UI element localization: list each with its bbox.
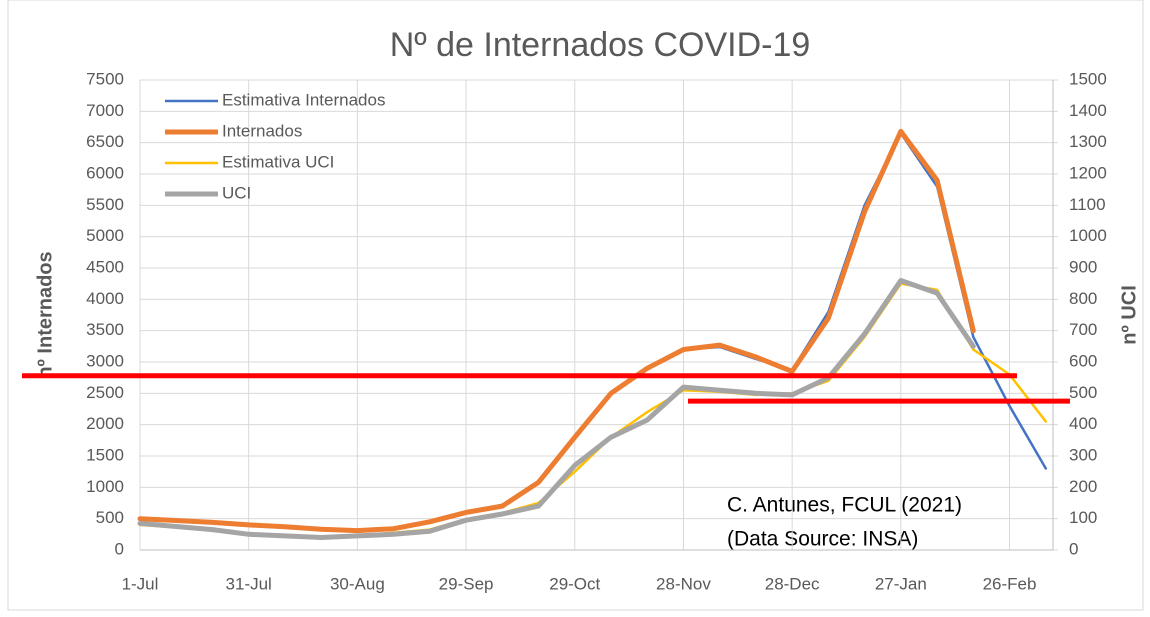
y2-tick-label: 1100 (1069, 195, 1106, 214)
y-tick-label: 3500 (86, 320, 124, 339)
y2-axis-title: nº UCI (1118, 285, 1140, 345)
x-tick-label: 30-Aug (330, 574, 385, 593)
legend-label: UCI (222, 183, 251, 202)
annotation: (Data Source: INSA) (727, 528, 918, 551)
y-tick-label: 2000 (86, 414, 124, 433)
y2-tick-label: 200 (1069, 477, 1097, 496)
legend-label: Internados (222, 121, 302, 140)
legend-label: Estimativa UCI (222, 152, 334, 171)
y-tick-label: 0 (115, 539, 124, 558)
y-tick-label: 2500 (86, 383, 124, 402)
y-tick-label: 7500 (86, 69, 124, 88)
y2-tick-label: 600 (1069, 351, 1097, 370)
y2-tick-label: 0 (1069, 539, 1078, 558)
y-tick-label: 6000 (86, 163, 124, 182)
x-tick-label: 29-Sep (439, 574, 494, 593)
legend-label: Estimativa Internados (222, 90, 385, 109)
y-tick-label: 1500 (86, 445, 124, 464)
x-tick-label: 26-Feb (983, 574, 1037, 593)
y-tick-label: 4000 (86, 289, 124, 308)
x-tick-label: 27-Jan (875, 574, 927, 593)
series-line (137, 278, 976, 540)
x-tick-label: 28-Nov (656, 574, 711, 593)
y2-tick-label: 900 (1069, 257, 1097, 276)
y-tick-label: 4500 (86, 257, 124, 276)
y-tick-label: 3000 (86, 351, 124, 370)
y2-tick-label: 400 (1069, 414, 1097, 433)
y-tick-label: 500 (96, 508, 124, 527)
x-tick-label: 1-Jul (122, 574, 159, 593)
y2-tick-label: 1200 (1069, 163, 1107, 182)
y2-tick-label: 100 (1069, 508, 1097, 527)
x-tick-label: 29-Oct (549, 574, 600, 593)
y-tick-label: 6500 (86, 132, 124, 151)
y2-tick-label: 1000 (1069, 226, 1107, 245)
y2-tick-label: 800 (1069, 289, 1097, 308)
y-tick-label: 1000 (86, 477, 124, 496)
y-tick-label: 5500 (86, 195, 124, 214)
y2-tick-label: 300 (1069, 445, 1097, 464)
x-tick-label: 28-Dec (765, 574, 820, 593)
y2-tick-label: 1400 (1069, 101, 1107, 120)
y-axis-title: nº Internados (34, 251, 56, 378)
y2-tick-label: 500 (1069, 383, 1097, 402)
annotation: C. Antunes, FCUL (2021) (727, 494, 962, 517)
y2-tick-label: 1300 (1069, 132, 1107, 151)
series-line (137, 128, 976, 534)
y-tick-label: 7000 (86, 101, 124, 120)
y2-tick-label: 1500 (1069, 69, 1107, 88)
y2-tick-label: 700 (1069, 320, 1097, 339)
x-tick-label: 31-Jul (226, 574, 272, 593)
chart-title: Nº de Internados COVID-19 (390, 26, 811, 64)
y-tick-label: 5000 (86, 226, 124, 245)
